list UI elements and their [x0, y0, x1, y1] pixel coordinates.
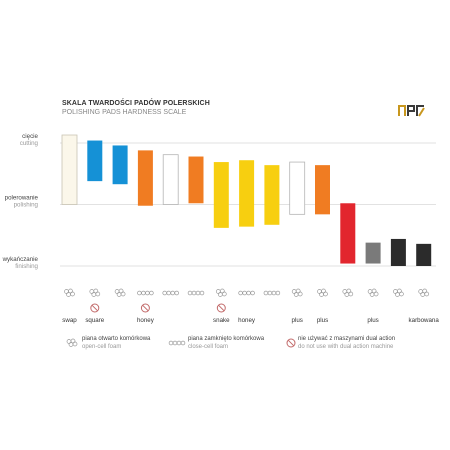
hardness-bar	[162, 154, 179, 205]
open-cell-icon	[291, 288, 303, 297]
open-cell-icon	[393, 288, 404, 297]
open-cell-icon	[89, 288, 101, 297]
hardness-bar	[213, 162, 229, 228]
legend-no-da-en: do not use with dual action machine	[298, 343, 394, 350]
chart-title: SKALA TWARDOŚCI PADÓW POLERSKICH	[62, 100, 210, 107]
pad-label: plus	[367, 317, 378, 324]
pad-label: plus	[317, 317, 328, 324]
chart-subtitle: POLISHING PADS HARDNESS SCALE	[62, 109, 187, 116]
hardness-bar	[137, 150, 153, 206]
open-cell-icon	[418, 288, 430, 297]
hardness-bar	[416, 243, 432, 266]
hardness-bar	[61, 134, 78, 205]
hardness-bar	[87, 140, 103, 182]
closed-cell-icon	[137, 290, 154, 296]
closed-cell-icon	[263, 290, 281, 296]
open-cell-icon	[215, 288, 227, 297]
pad-label: honey	[238, 317, 256, 324]
legend-closed-cell-en: close-cell foam	[188, 343, 229, 350]
no-dual-action-icon	[140, 303, 150, 313]
level-sublabel: finishing	[15, 263, 38, 270]
closed-cell-icon	[162, 290, 179, 296]
pad-label: honey	[137, 317, 155, 324]
hardness-bar	[264, 165, 280, 225]
hardness-bar	[390, 238, 406, 266]
legend-open-cell: piana otwarto komórkowa open-cell foam	[82, 336, 150, 351]
pad-label: plus	[292, 317, 303, 324]
legend-open-cell-en: open-cell foam	[82, 343, 122, 350]
hardness-bar	[239, 160, 255, 227]
legend-open-cell-pl: piana otwarto komórkowa	[82, 336, 151, 342]
legend-no-da: nie używać z maszynami dual action do no…	[298, 336, 395, 351]
no-dual-action-icon	[286, 338, 296, 348]
open-cell-icon	[64, 288, 75, 297]
hardness-bar	[365, 242, 381, 264]
hardness-bar	[188, 156, 204, 204]
open-cell-icon	[367, 288, 379, 297]
hardness-bar	[289, 161, 306, 215]
level-label: polerowanie	[5, 195, 39, 202]
level-label: wykańczanie	[2, 256, 39, 263]
legend-closed-cell: piana zamknięto komórkowa close-cell foa…	[188, 336, 264, 351]
open-cell-icon	[114, 288, 126, 297]
open-cell-icon	[342, 288, 354, 297]
open-cell-icon	[317, 288, 328, 297]
level-sublabel: cutting	[20, 140, 39, 147]
no-dual-action-icon	[90, 303, 100, 313]
level-label: cięcie	[22, 133, 38, 140]
legend-no-da-pl: nie używać z maszynami dual action	[298, 336, 396, 342]
hardness-bar	[315, 165, 330, 215]
legend-closed-cell-pl: piana zamknięto komórkowa	[188, 336, 265, 342]
level-sublabel: polishing	[14, 202, 39, 209]
pad-label: swap	[62, 317, 77, 324]
open-cell-icon	[66, 338, 78, 347]
pad-label: karbowana	[409, 317, 440, 324]
closed-cell-icon	[168, 340, 186, 346]
hardness-bar	[112, 145, 128, 185]
hardness-bar	[340, 203, 356, 264]
pad-label: snake	[213, 317, 230, 324]
pad-label: square	[85, 317, 104, 324]
closed-cell-icon	[238, 290, 255, 296]
no-dual-action-icon	[216, 303, 226, 313]
closed-cell-icon	[187, 290, 205, 296]
brand-logo	[398, 102, 426, 118]
